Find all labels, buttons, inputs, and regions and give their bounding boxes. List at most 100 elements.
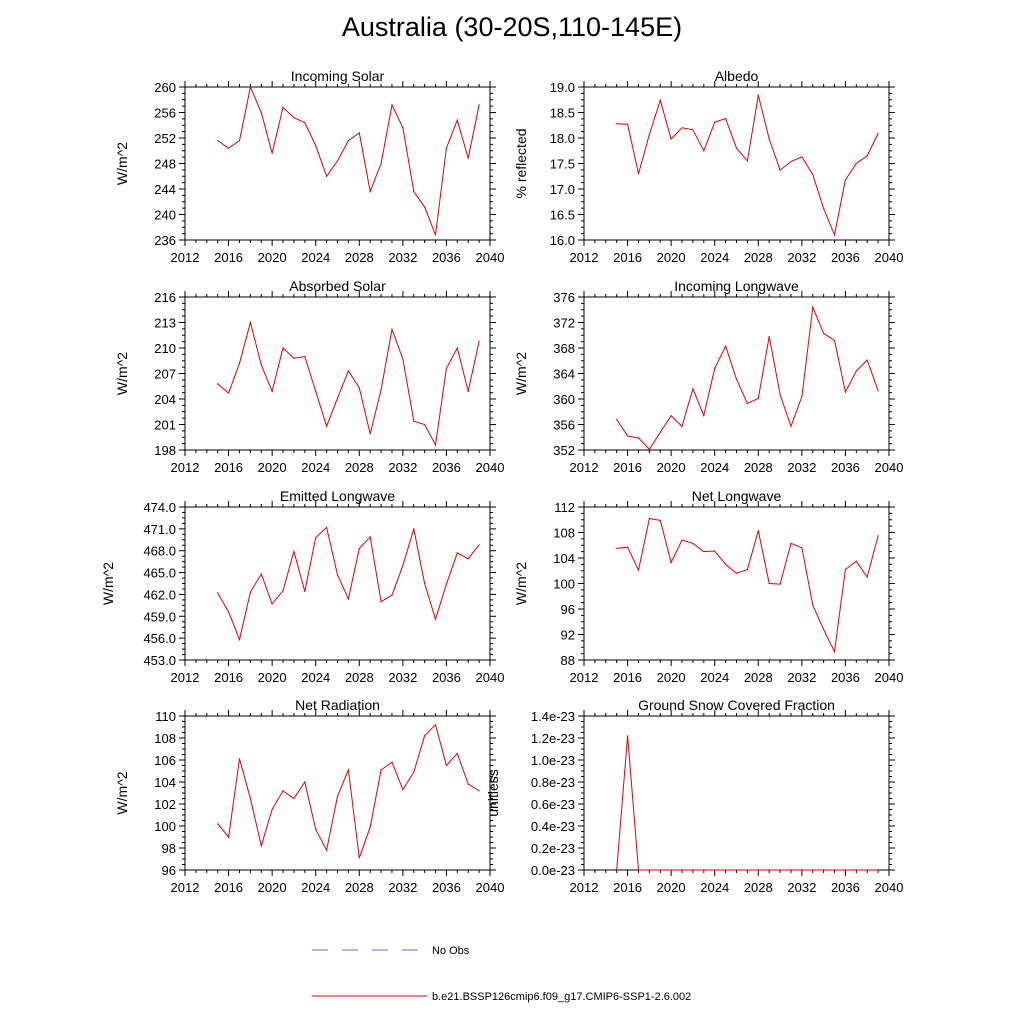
data-point	[445, 147, 448, 149]
y-tick-label: 236	[154, 233, 176, 248]
x-tick-label: 2036	[831, 880, 860, 895]
x-tick-label: 2020	[258, 880, 287, 895]
data-point	[681, 869, 683, 871]
data-point	[823, 628, 825, 631]
x-tick-label: 2012	[570, 460, 599, 475]
data-point	[844, 179, 847, 181]
data-point	[844, 869, 847, 871]
data-point	[413, 771, 415, 773]
data-point	[369, 190, 371, 193]
data-point	[424, 735, 426, 737]
data-point	[833, 234, 836, 236]
data-point	[326, 425, 328, 427]
data-point	[670, 414, 672, 417]
data-point	[326, 526, 328, 529]
y-tick-label: 459.0	[143, 609, 176, 624]
data-point	[833, 869, 836, 871]
y-tick-label: 244	[154, 182, 176, 197]
data-point	[249, 321, 251, 324]
data-point	[637, 173, 640, 175]
data-point	[735, 572, 738, 574]
data-point	[801, 395, 803, 398]
data-point	[304, 781, 306, 783]
plot-frame	[184, 296, 491, 451]
data-point	[833, 339, 836, 341]
x-tick-label: 2040	[875, 670, 904, 685]
x-tick-label: 2028	[744, 460, 773, 475]
x-tick-label: 2032	[787, 670, 816, 685]
series-line	[616, 735, 879, 871]
data-point	[380, 389, 382, 391]
data-point	[358, 857, 360, 859]
data-point	[217, 823, 219, 825]
data-point	[626, 546, 629, 548]
data-point	[670, 561, 672, 564]
data-point	[369, 433, 371, 435]
x-tick-label: 2032	[388, 670, 417, 685]
y-tick-label: 17.5	[550, 157, 575, 172]
y-tick-label: 360	[553, 392, 575, 407]
data-point	[790, 425, 792, 428]
data-point	[391, 761, 393, 763]
x-tick-label: 2040	[875, 880, 904, 895]
data-point	[391, 594, 393, 596]
data-point	[271, 808, 273, 811]
data-point	[336, 795, 339, 797]
data-point	[735, 869, 738, 871]
data-point	[369, 826, 371, 828]
data-point	[413, 190, 415, 193]
data-point	[249, 591, 251, 593]
data-point	[703, 414, 705, 417]
x-tick-label: 2040	[476, 250, 505, 265]
x-tick-label: 2028	[744, 250, 773, 265]
data-point	[790, 869, 792, 871]
data-point	[648, 448, 650, 450]
data-point	[725, 118, 727, 120]
data-point	[823, 207, 825, 209]
data-point	[413, 420, 415, 422]
data-point	[692, 129, 694, 131]
y-tick-label: 108	[553, 526, 575, 541]
data-point	[692, 869, 694, 871]
data-point	[735, 378, 738, 380]
data-point	[391, 104, 393, 106]
data-point	[402, 564, 404, 566]
data-point	[238, 758, 241, 760]
data-point	[746, 160, 748, 162]
x-tick-label: 2036	[831, 460, 860, 475]
data-point	[434, 618, 437, 620]
data-point	[616, 547, 618, 550]
chart-panel-incoming-longwave: Incoming Longwave W/m^2 2012 2016 2020 2024 20…	[513, 278, 903, 475]
data-point	[402, 358, 404, 360]
x-tick-label: 2036	[432, 250, 461, 265]
chart-panel-emitted-longwave: Emitted Longwave W/m^2 2012 2016 2020 2024 202…	[100, 488, 504, 685]
data-point	[670, 869, 672, 871]
y-tick-label: 248	[154, 157, 176, 172]
y-tick-label: 356	[553, 418, 575, 433]
data-point	[659, 519, 661, 521]
y-tick-label: 112	[554, 500, 575, 515]
y-tick-label: 471.0	[143, 522, 176, 537]
series-line	[616, 517, 879, 654]
data-point	[304, 590, 306, 593]
chart-panel-absorbed-solar: Absorbed Solar W/m^2 2012 2016 2020 2024 2028 2…	[114, 278, 504, 475]
chart-panel-net-longwave: Net Longwave W/m^2 2012 2016 2020 2024 2028 203…	[513, 488, 903, 685]
data-point	[380, 162, 382, 165]
data-point	[260, 845, 262, 847]
y-tick-label: 102	[154, 797, 176, 812]
y-axis-label: W/m^2	[513, 562, 529, 605]
data-point	[714, 869, 716, 871]
y-tick-label: 216	[154, 290, 176, 305]
data-point	[271, 390, 273, 392]
y-tick-label: 201	[154, 418, 176, 433]
y-tick-label: 204	[154, 392, 176, 407]
data-point	[714, 121, 716, 123]
data-point	[703, 869, 705, 871]
data-point	[413, 528, 415, 530]
data-point	[659, 99, 661, 101]
y-tick-label: 1.0e-23	[531, 753, 575, 768]
data-point	[467, 783, 469, 785]
data-point	[293, 550, 295, 553]
data-point	[315, 390, 317, 392]
data-point	[779, 169, 781, 171]
